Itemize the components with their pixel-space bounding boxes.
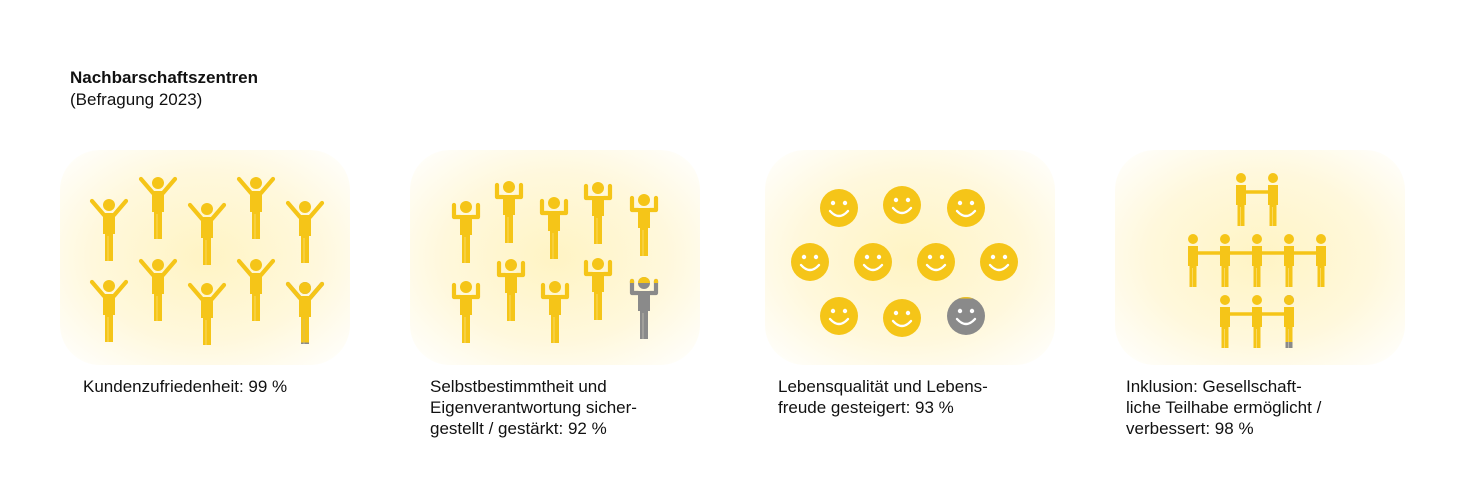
person-cheering-icon [138, 176, 178, 239]
smiley-face-icon [883, 299, 921, 337]
person-strong-icon [540, 281, 570, 343]
caption-line: liche Teilhabe ermöglicht / [1126, 398, 1322, 417]
caption-line: gestellt / gestärkt: 92 % [430, 419, 607, 438]
person-standing-icon [1220, 295, 1230, 348]
person-cheering-icon [89, 279, 129, 342]
person-standing-icon [1252, 234, 1262, 287]
caption-line: Lebensqualität und Lebens- [778, 377, 988, 396]
smiley-face-icon [947, 297, 985, 335]
caption-lebensqualitaet: Lebensqualität und Lebens- freude gestei… [778, 376, 1078, 418]
person-cheering-icon [89, 198, 129, 261]
panel-selbstbestimmtheit [410, 150, 700, 365]
caption-kundenzufriedenheit: Kundenzufriedenheit: 99 % [83, 376, 383, 397]
person-cheering-icon [138, 258, 178, 321]
chart-title: Nachbarschaftszentren [70, 68, 259, 87]
smiley-face-icon [980, 243, 1018, 281]
person-cheering-icon [187, 282, 227, 345]
caption-inklusion: Inklusion: Gesellschaft- liche Teilhabe … [1126, 376, 1426, 439]
pictogram-kundenzufriedenheit [89, 176, 325, 345]
person-strong-icon [451, 281, 481, 343]
caption-line: Eigenverantwortung sicher- [430, 398, 637, 417]
person-strong-icon [494, 181, 524, 243]
smiley-face-icon [883, 186, 921, 224]
person-standing-icon [1316, 234, 1326, 287]
smiley-face-icon [791, 243, 829, 281]
person-strong-icon [583, 182, 613, 244]
caption-line: Inklusion: Gesellschaft- [1126, 377, 1302, 396]
pictogram-selbstbestimmtheit [451, 181, 659, 343]
caption-line: verbessert: 98 % [1126, 419, 1254, 438]
panel-inklusion [1115, 150, 1405, 365]
caption-line: Selbstbestimmtheit und [430, 377, 607, 396]
smiley-face-icon [917, 243, 955, 281]
person-standing-icon [1268, 173, 1278, 226]
person-cheering-icon [236, 258, 276, 321]
person-strong-icon [629, 277, 659, 339]
smiley-face-icon [820, 297, 858, 335]
person-strong-icon [496, 259, 526, 321]
smiley-face-icon [854, 243, 892, 281]
panel-kundenzufriedenheit [60, 150, 350, 365]
smiley-face-icon [820, 189, 858, 227]
person-standing-icon [1236, 173, 1246, 226]
person-cheering-icon [285, 281, 325, 344]
person-standing-icon [1284, 234, 1294, 287]
pictogram-lebensqualitaet [791, 186, 1018, 337]
smiley-face-icon [947, 189, 985, 227]
caption-line: freude gesteigert: 93 % [778, 398, 954, 417]
person-cheering-icon [187, 202, 227, 265]
person-standing-icon [1284, 295, 1294, 348]
caption-selbstbestimmtheit: Selbstbestimmtheit und Eigenverantwortun… [430, 376, 730, 439]
chart-subtitle: (Befragung 2023) [70, 90, 203, 109]
panel-lebensqualitaet [765, 150, 1055, 365]
person-standing-icon [1188, 234, 1198, 287]
person-cheering-icon [285, 200, 325, 263]
person-standing-icon [1220, 234, 1230, 287]
person-strong-icon [539, 197, 569, 259]
person-strong-icon [583, 258, 613, 320]
pictogram-inklusion [1188, 173, 1326, 348]
person-strong-icon [629, 194, 659, 256]
person-strong-icon [451, 201, 481, 263]
person-standing-icon [1252, 295, 1262, 348]
person-cheering-icon [236, 176, 276, 239]
caption-line: Kundenzufriedenheit: 99 % [83, 377, 288, 396]
